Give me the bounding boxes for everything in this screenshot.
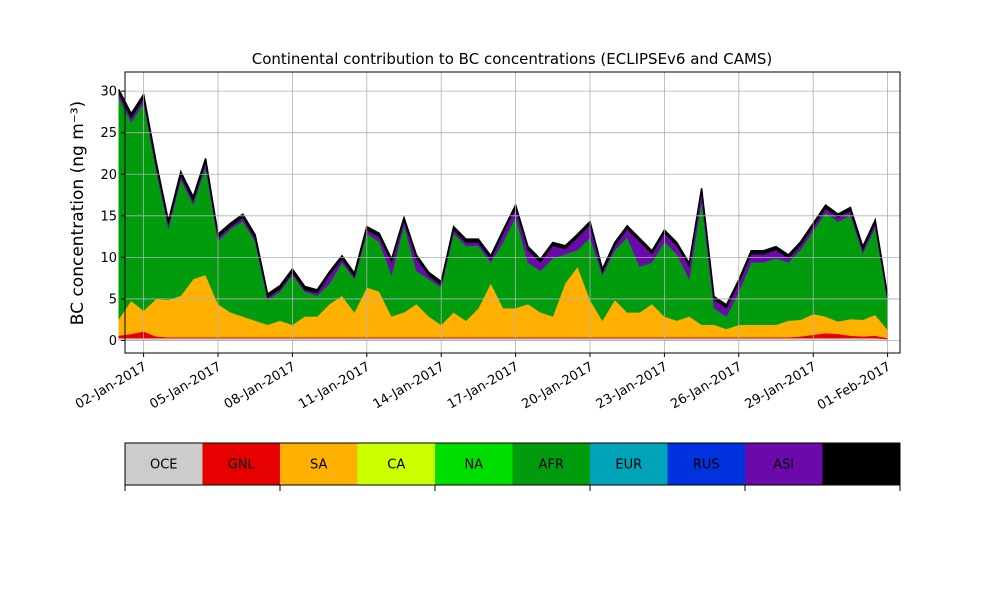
legend-label-ca: CA bbox=[387, 458, 405, 473]
x-tick-label: 20-Jan-2017 bbox=[519, 359, 596, 412]
legend-frame bbox=[124, 442, 901, 486]
grid-lines bbox=[125, 72, 900, 353]
legend-label-oce: OCE bbox=[150, 458, 178, 473]
y-axis: 0 5 10 15 20 25 30 bbox=[100, 85, 125, 349]
x-tick-label: 08-Jan-2017 bbox=[222, 359, 299, 412]
stacked-area-series bbox=[118, 89, 889, 341]
legend-swatch-asi bbox=[745, 443, 823, 485]
legend-swatch-afr bbox=[512, 443, 590, 485]
legend-label-eur: EUR bbox=[615, 458, 642, 473]
x-tick-label: 26-Jan-2017 bbox=[668, 359, 745, 412]
legend-swatch-gnl bbox=[202, 443, 280, 485]
legend-swatch-aus bbox=[822, 443, 900, 485]
x-tick-label: 14-Jan-2017 bbox=[371, 359, 448, 412]
legend-label-aus: AUS bbox=[848, 458, 875, 473]
x-tick-label: 11-Jan-2017 bbox=[296, 359, 373, 412]
y-tick-label: 25 bbox=[100, 126, 117, 141]
total-outline bbox=[118, 89, 889, 306]
plot-frame bbox=[124, 71, 901, 354]
legend-label-na: NA bbox=[464, 458, 483, 473]
x-tick-label: 01-Feb-2017 bbox=[815, 359, 894, 413]
y-axis-title: BC concentration (ng m⁻³) bbox=[68, 101, 88, 325]
legend-swatch-eur bbox=[590, 443, 668, 485]
x-tick-label: 02-Jan-2017 bbox=[73, 359, 150, 412]
legend-swatch-na bbox=[435, 443, 513, 485]
legend-swatch-oce bbox=[125, 443, 203, 485]
legend-label-gnl: GNL bbox=[228, 458, 256, 473]
y-tick-label: 20 bbox=[100, 168, 117, 183]
legend-label-afr: AFR bbox=[539, 458, 564, 473]
x-tick-label: 29-Jan-2017 bbox=[743, 359, 820, 412]
legend-label-sa: SA bbox=[310, 458, 327, 473]
y-tick-label: 10 bbox=[100, 251, 117, 266]
legend-colorbar: OCE GNL SA CA NA AFR EUR RUS ASI AUS bbox=[124, 442, 901, 491]
y-tick-label: 30 bbox=[100, 85, 117, 100]
x-tick-label: 05-Jan-2017 bbox=[147, 359, 224, 412]
legend-swatch-ca bbox=[357, 443, 435, 485]
legend-swatch-sa bbox=[280, 443, 358, 485]
legend-label-rus: RUS bbox=[693, 458, 720, 473]
y-tick-label: 0 bbox=[109, 334, 117, 349]
y-tick-label: 5 bbox=[109, 292, 117, 307]
legend-swatch-rus bbox=[667, 443, 745, 485]
x-axis: 02-Jan-201705-Jan-201708-Jan-201711-Jan-… bbox=[73, 353, 894, 413]
x-tick-label: 23-Jan-2017 bbox=[594, 359, 671, 412]
chart-title: Continental contribution to BC concentra… bbox=[252, 50, 773, 68]
y-tick-label: 15 bbox=[100, 209, 117, 224]
legend-label-asi: ASI bbox=[773, 458, 794, 473]
x-tick-label: 17-Jan-2017 bbox=[445, 359, 522, 412]
